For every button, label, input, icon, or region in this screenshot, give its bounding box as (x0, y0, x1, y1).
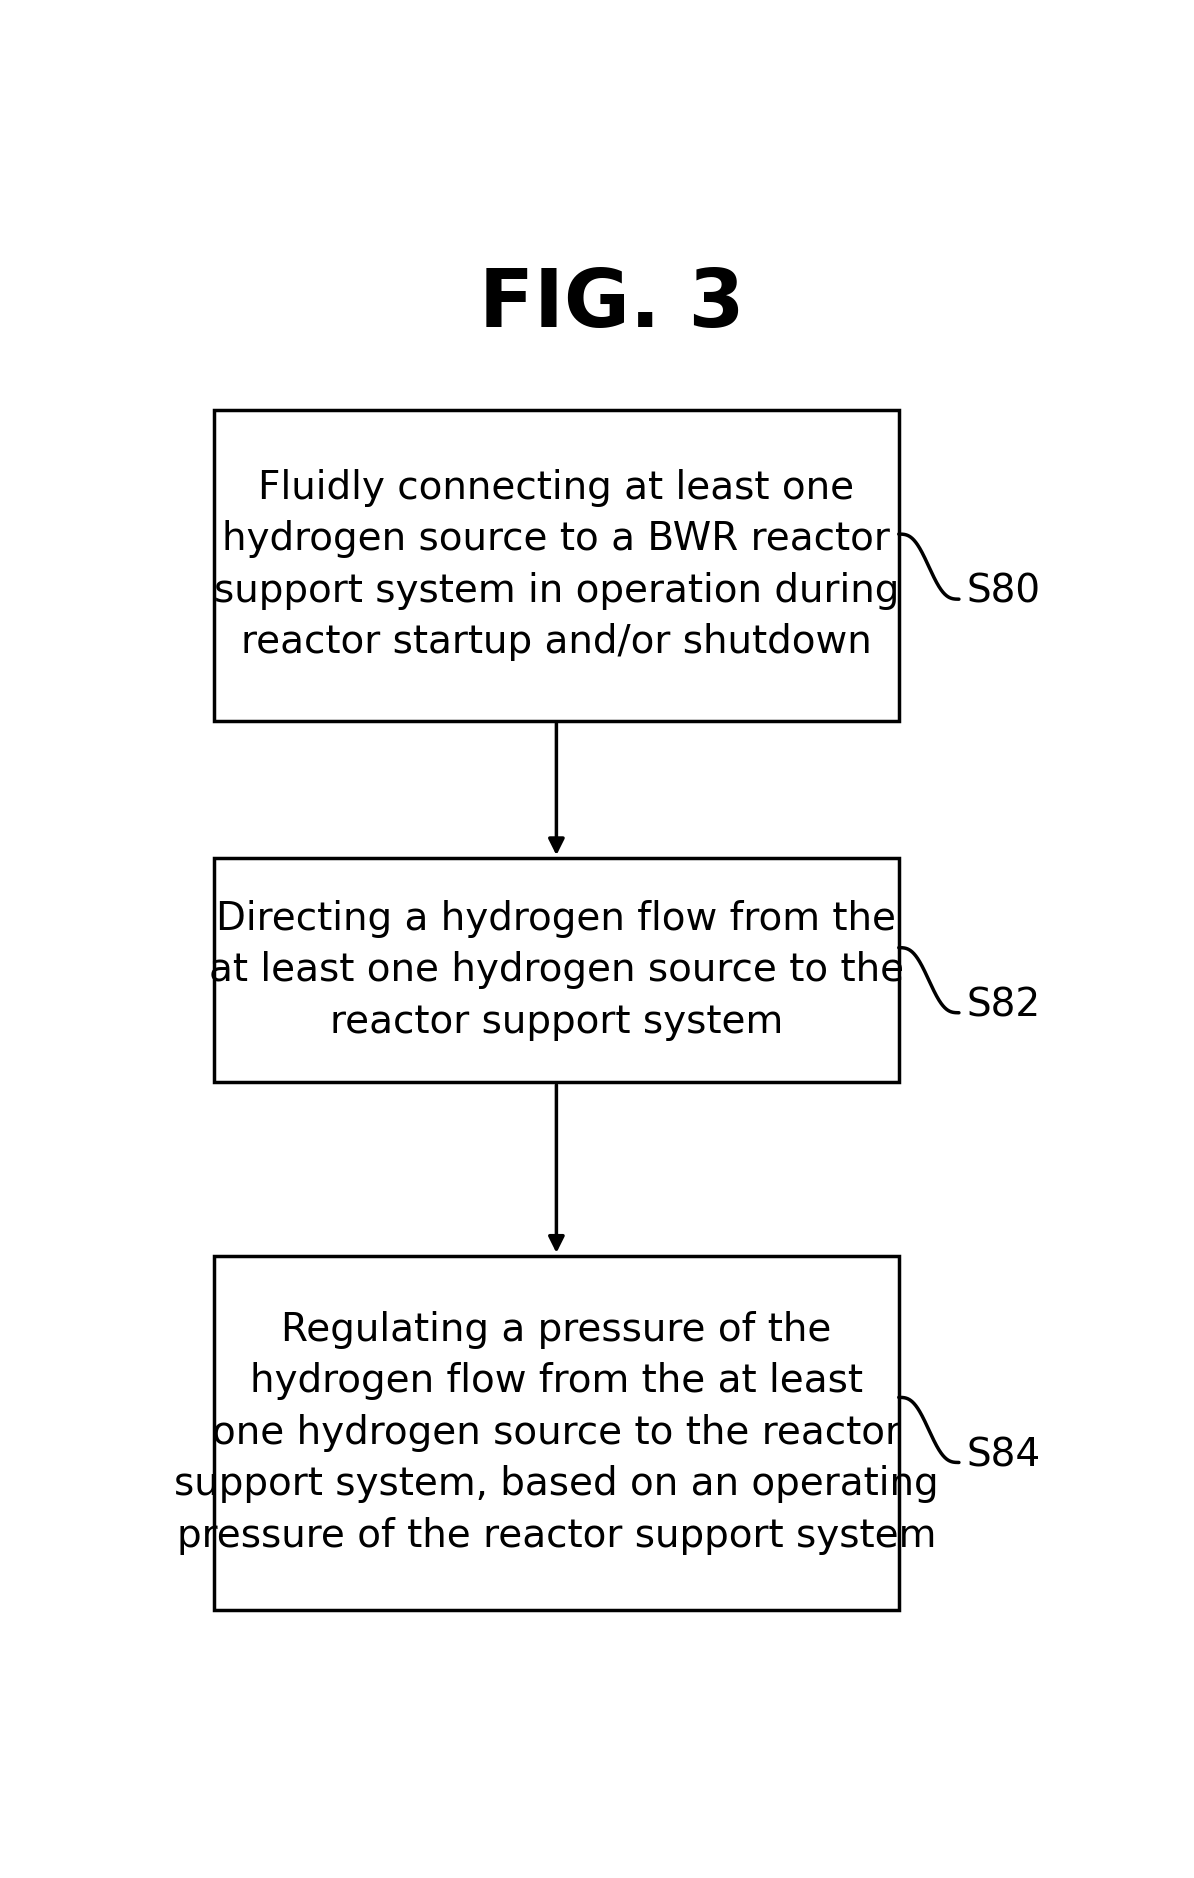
Text: S84: S84 (966, 1437, 1040, 1474)
Text: S80: S80 (966, 573, 1040, 610)
Bar (214, 1256, 899, 1609)
Text: S82: S82 (966, 986, 1040, 1025)
Text: Regulating a pressure of the
hydrogen flow from the at least
one hydrogen source: Regulating a pressure of the hydrogen fl… (174, 1311, 938, 1555)
Text: FIG. 3: FIG. 3 (479, 267, 745, 344)
Bar (214, 858, 899, 1082)
Text: Fluidly connecting at least one
hydrogen source to a BWR reactor
support system : Fluidly connecting at least one hydrogen… (214, 470, 899, 661)
Text: Directing a hydrogen flow from the
at least one hydrogen source to the
reactor s: Directing a hydrogen flow from the at le… (209, 900, 904, 1040)
Bar (214, 409, 899, 721)
